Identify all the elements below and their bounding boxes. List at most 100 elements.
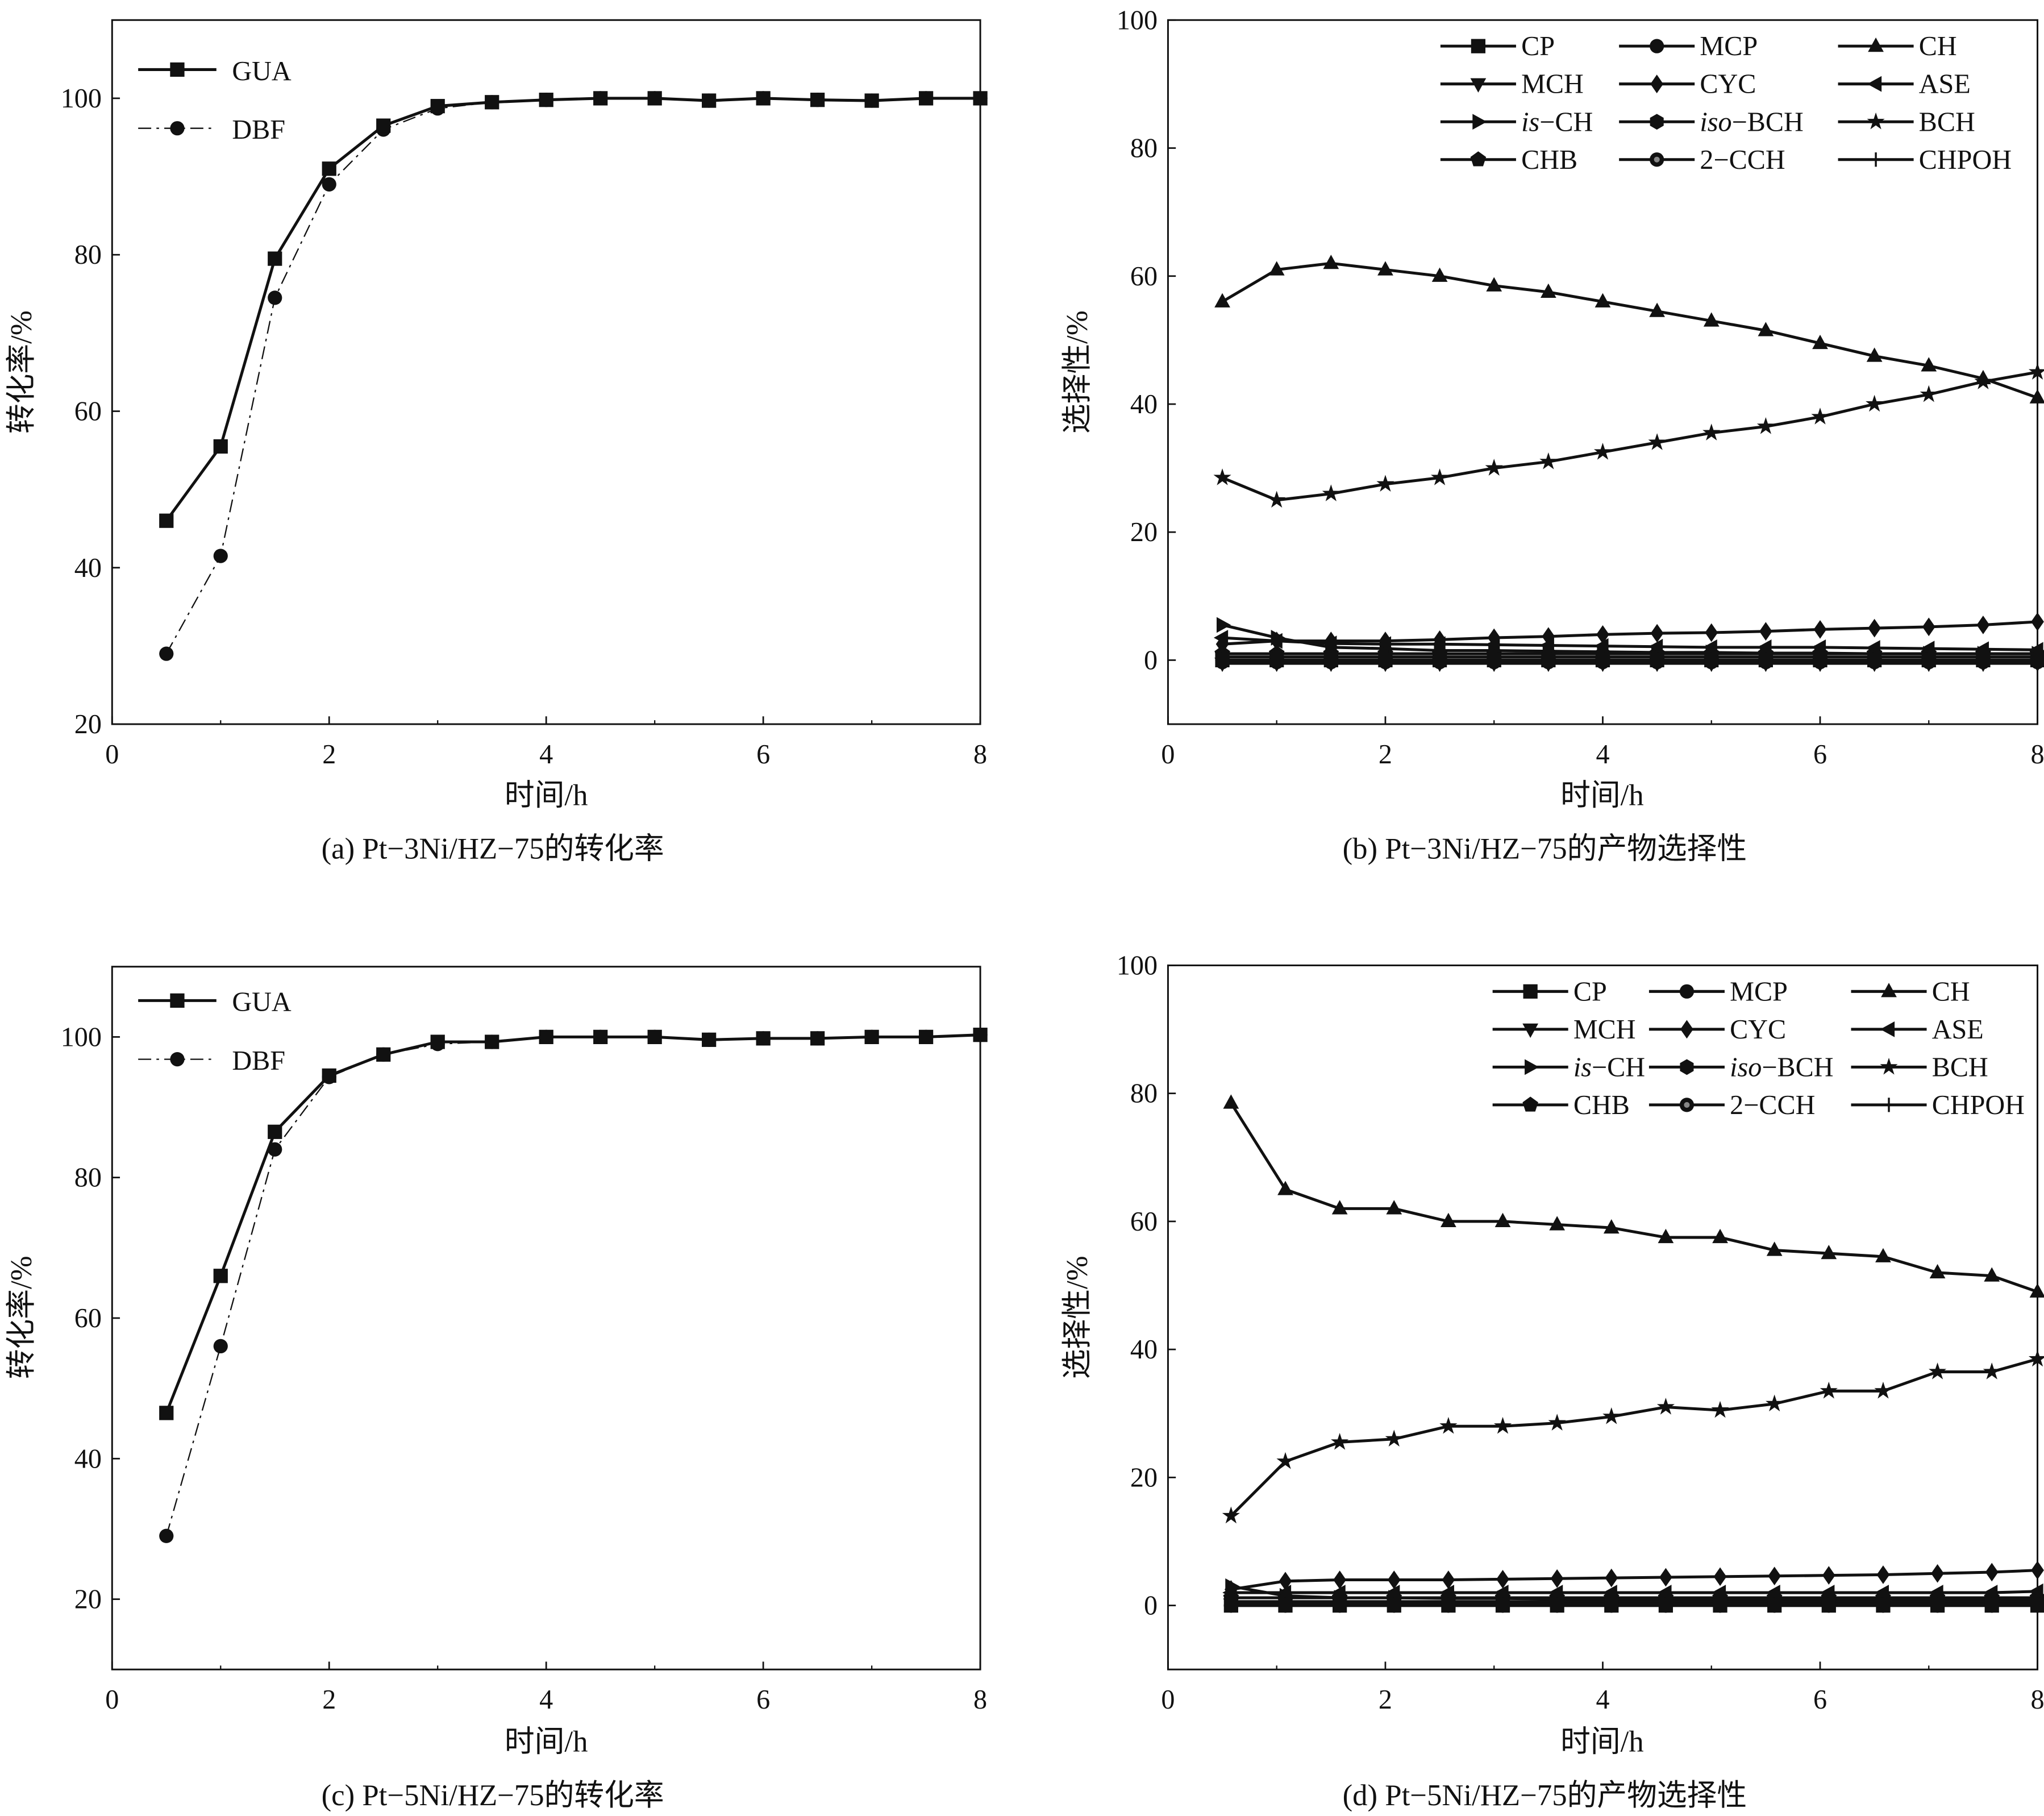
marker-square xyxy=(322,161,336,176)
marker-triangle-up xyxy=(1549,1216,1566,1231)
legend-label: CYC xyxy=(1730,1015,1786,1045)
marker-triangle-left xyxy=(2029,1583,2043,1599)
marker-triangle-right xyxy=(1525,1059,1539,1075)
legend-item: CYC xyxy=(1648,1015,1786,1045)
y-axis-label: 选择性/% xyxy=(1061,1256,1094,1379)
legend-label: CH xyxy=(1932,976,1970,1007)
legend-item: CP xyxy=(1492,976,1607,1007)
legend: GUA DBF xyxy=(138,56,292,145)
legend-item: GUA xyxy=(138,987,292,1017)
marker-triangle-left xyxy=(1866,640,1880,656)
marker-star xyxy=(1880,1057,1898,1075)
marker-square xyxy=(1269,653,1284,668)
legend-label: ASE xyxy=(1919,69,1971,99)
legend-label: MCH xyxy=(1521,69,1584,99)
marker-triangle-left xyxy=(1929,1585,1943,1601)
marker-triangle-left xyxy=(1874,1585,1889,1601)
x-tick-label: 0 xyxy=(105,1685,119,1715)
marker-pentagon xyxy=(1522,1096,1538,1112)
y-axis: 20 40 60 80 100 xyxy=(61,84,120,739)
legend-item: DBF xyxy=(138,1046,285,1076)
marker-star xyxy=(1648,433,1666,450)
marker-diamond xyxy=(1215,634,1229,654)
legend-item: ASE xyxy=(1838,69,1971,99)
x-tick-label: 6 xyxy=(1813,739,1827,770)
marker-triangle-left xyxy=(1439,1585,1454,1601)
marker-star xyxy=(1213,468,1231,485)
legend-item: BCH xyxy=(1838,107,1975,137)
legend-item: CHPOH xyxy=(1851,1090,2025,1120)
marker-diamond xyxy=(1324,631,1338,651)
legend-label: BCH xyxy=(1919,107,1975,137)
marker-diamond xyxy=(1813,620,1827,639)
marker-diamond xyxy=(1680,1020,1693,1039)
marker-square xyxy=(593,1029,608,1044)
marker-circle xyxy=(268,1142,282,1157)
legend: GUA DBF xyxy=(138,987,292,1076)
y-tick-label: 40 xyxy=(74,1444,102,1474)
series-CP xyxy=(1223,1598,2044,1613)
marker-square xyxy=(864,93,879,108)
marker-star xyxy=(1756,417,1775,434)
legend-item: is−CH xyxy=(1492,1052,1645,1082)
marker-triangle-up xyxy=(1268,261,1285,276)
marker-circle xyxy=(1679,984,1695,999)
marker-square xyxy=(1441,1598,1456,1613)
marker-circle-gray xyxy=(1679,1098,1695,1112)
series-GUA xyxy=(159,1028,988,1420)
x-tick-label: 8 xyxy=(2030,1685,2044,1715)
x-tick-label: 6 xyxy=(1813,1685,1827,1715)
y-tick-label: 40 xyxy=(1130,389,1158,419)
marker-square xyxy=(430,1034,445,1049)
legend-item: CHPOH xyxy=(1838,145,2012,175)
series-line xyxy=(1230,1102,2038,1294)
x-axis-label: 时间/h xyxy=(1560,779,1644,812)
legend-label: ASE xyxy=(1932,1015,1984,1045)
marker-square xyxy=(1921,653,1936,668)
x-tick-label: 0 xyxy=(1161,739,1175,770)
marker-square xyxy=(268,251,282,266)
marker-triangle-up xyxy=(1975,369,1991,385)
marker-triangle-up xyxy=(1331,1200,1348,1215)
marker-square xyxy=(1984,1598,1999,1613)
marker-square xyxy=(1223,1598,1238,1613)
marker-square xyxy=(1333,1598,1347,1613)
marker-circle xyxy=(213,548,228,563)
marker-triangle-up xyxy=(1766,1241,1783,1256)
marker-triangle-left xyxy=(1331,1585,1346,1601)
marker-square xyxy=(973,1028,988,1042)
y-tick-label: 60 xyxy=(74,1303,102,1333)
marker-triangle-left xyxy=(1702,639,1717,655)
marker-square xyxy=(159,1406,174,1420)
y-tick-label: 40 xyxy=(74,553,102,583)
series-GUA xyxy=(159,91,988,528)
legend-label: is−CH xyxy=(1573,1052,1645,1082)
marker-diamond xyxy=(1442,1570,1455,1589)
marker-star xyxy=(1920,385,1938,402)
legend-item: CYC xyxy=(1619,69,1756,99)
marker-triangle-down xyxy=(1470,78,1487,93)
legend-item: MCH xyxy=(1492,1015,1636,1045)
x-tick-label: 8 xyxy=(973,1685,987,1715)
marker-star xyxy=(1493,1416,1512,1434)
y-tick-label: 20 xyxy=(74,1585,102,1615)
x-axis: 0 2 4 6 8 xyxy=(105,716,987,770)
series-line xyxy=(1231,1590,2038,1594)
marker-hexagon xyxy=(1680,1059,1694,1075)
series-ASE xyxy=(1222,1583,2043,1601)
legend-label: is−CH xyxy=(1521,107,1593,137)
marker-triangle-left xyxy=(1602,1585,1617,1601)
marker-star xyxy=(1811,408,1829,425)
series-line xyxy=(1222,371,2038,502)
marker-triangle-up xyxy=(1921,357,1937,372)
y-tick-label: 20 xyxy=(74,709,102,739)
marker-square xyxy=(593,91,608,106)
marker-triangle-left xyxy=(1711,1585,1726,1601)
marker-triangle-up xyxy=(1214,293,1230,307)
series-line xyxy=(165,1033,981,1414)
marker-triangle-up xyxy=(1386,1200,1402,1215)
legend-label: DBF xyxy=(232,115,285,145)
marker-square xyxy=(539,1029,553,1044)
marker-square xyxy=(702,1032,717,1047)
marker-square xyxy=(485,1034,499,1049)
